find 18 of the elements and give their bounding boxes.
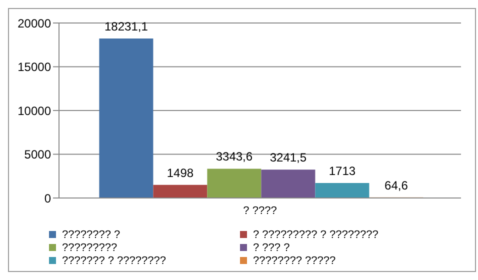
y-tick-label: 0 bbox=[44, 191, 52, 206]
legend-label: ? ????????? ? ???????? bbox=[253, 228, 378, 240]
data-label: 1498 bbox=[166, 166, 194, 180]
y-tick-label: 15000 bbox=[18, 60, 52, 74]
data-label: 3241,5 bbox=[270, 150, 307, 165]
legend-label: ? ??? ? bbox=[253, 242, 290, 254]
legend-label: ???????? ? bbox=[62, 228, 120, 240]
legend-label: ??????? ? ???????? bbox=[62, 254, 166, 266]
y-tick-label: 20000 bbox=[18, 16, 52, 30]
legend-label: ???????? ????? bbox=[253, 254, 336, 266]
data-label: 3343,6 bbox=[216, 150, 253, 164]
x-tick-label: ? ???? bbox=[243, 204, 277, 217]
data-label: 1713 bbox=[328, 164, 356, 178]
y-tick-label: 5000 bbox=[24, 148, 52, 162]
data-label: 64,6 bbox=[384, 178, 408, 192]
legend-label: ????????? bbox=[62, 242, 118, 254]
y-tick-label: 10000 bbox=[18, 104, 52, 118]
data-label: 18231,1 bbox=[104, 19, 148, 34]
